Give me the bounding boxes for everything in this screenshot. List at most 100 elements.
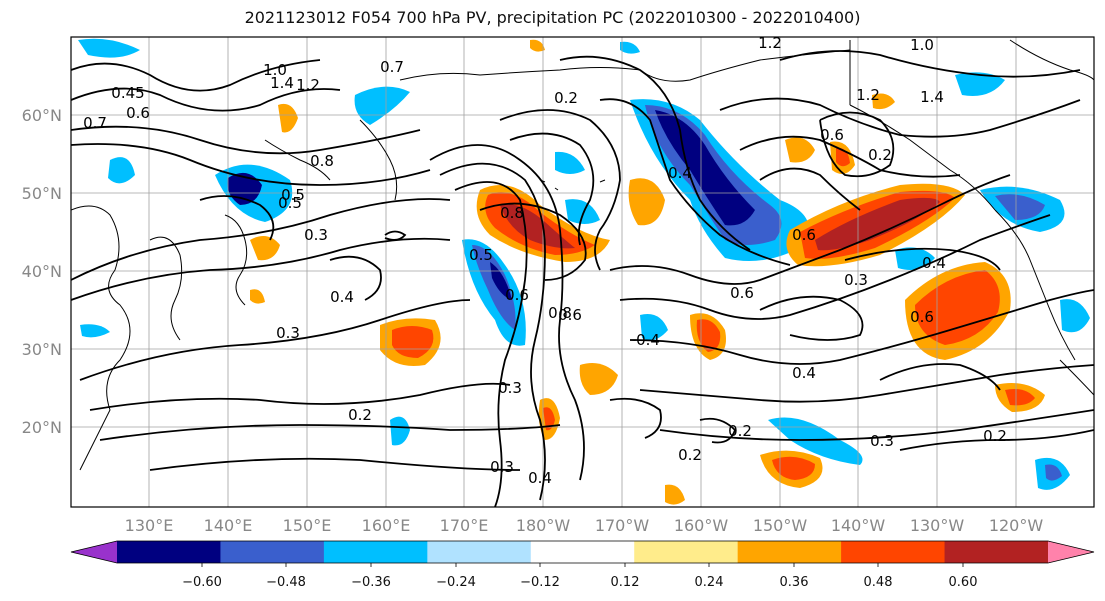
contour-label: 0.8: [548, 304, 572, 322]
neg-anomaly-patch: [640, 314, 668, 341]
lat-label: 30°N: [22, 340, 62, 359]
colorbar-tick-label: −0.24: [436, 575, 476, 590]
contour-label: 0.5: [469, 246, 493, 264]
contour-label: 1.4: [920, 88, 944, 106]
contour-label: 0.3: [490, 458, 514, 476]
contour-label: 0.5: [278, 194, 302, 212]
contour-label: 0.45: [111, 84, 144, 102]
contour-label: 0.3: [870, 432, 894, 450]
lat-label: 50°N: [22, 184, 62, 203]
contour-label: 0.6: [910, 308, 934, 326]
colorbar-tick-labels: −0.60 −0.48 −0.36 −0.24 −0.12 0.12 0.24 …: [182, 575, 977, 590]
colorbar-tick-label: −0.60: [182, 575, 222, 590]
contour-label: 0.6: [126, 104, 150, 122]
contour-label: 0.2: [868, 146, 892, 164]
contour-label: 0.3: [276, 324, 300, 342]
contour-label: 0.5: [281, 186, 305, 204]
contour-label: 0.6: [558, 306, 582, 324]
contour-label: 0.4: [792, 364, 816, 382]
pos-anomaly-patch: [278, 103, 298, 133]
neg-anomaly-patch: [620, 41, 640, 54]
precip-shading: [78, 38, 1090, 505]
lon-label: 180°W: [516, 516, 571, 535]
contour-label: 0.8: [310, 152, 334, 170]
contour-label-group: 1.2 1.01.2 1.41.0 0.71.21.40.450.60.70.20.8…: [83, 34, 1007, 487]
contour-label: 0.4: [922, 254, 946, 272]
pos-anomaly-patch: [772, 456, 815, 480]
map-title: 2021123012 F054 700 hPa PV, precipitatio…: [244, 8, 861, 27]
neg-anomaly-patch: [895, 247, 935, 271]
colorbar-tick-label: 0.60: [949, 575, 978, 590]
lon-label: 160°W: [674, 516, 729, 535]
pos-anomaly-patch: [785, 137, 815, 163]
contour-label: 1.0: [263, 61, 287, 79]
pos-anomaly-patch: [250, 236, 280, 261]
pos-anomaly-patch: [250, 289, 265, 304]
lon-label: 130°E: [125, 516, 174, 535]
pv-contours: [71, 50, 1094, 507]
neg-anomaly-patch: [490, 262, 512, 300]
contour-label: 0.3: [844, 271, 868, 289]
plot-frame: [70, 36, 1095, 508]
neg-anomaly-patch: [354, 86, 410, 125]
pos-anomaly-patch: [500, 204, 575, 249]
contour-label: 0.3: [498, 379, 522, 397]
contour-label: 0.2: [678, 446, 702, 464]
contour-label: 0.3: [304, 226, 328, 244]
lon-label: 120°W: [989, 516, 1044, 535]
pos-anomaly-patch: [392, 326, 434, 358]
contour-label: 1.2: [296, 76, 320, 94]
neg-anomaly-patch: [768, 417, 863, 465]
neg-anomaly-patch: [1060, 299, 1090, 333]
lon-label: 130°W: [910, 516, 965, 535]
contour-label: 0.2: [728, 422, 752, 440]
contour-label: 1.2: [856, 86, 880, 104]
colorbar-tick-label: 0.48: [864, 575, 893, 590]
coastlines: [71, 39, 1094, 471]
lat-label: 40°N: [22, 262, 62, 281]
contour-label: 0.2: [983, 427, 1007, 445]
neg-anomaly-patch: [955, 72, 1005, 96]
lon-label: 170°E: [440, 516, 489, 535]
pos-anomaly-patch: [1005, 389, 1035, 406]
pos-anomaly-patch: [696, 319, 721, 352]
contour-label: 0.6: [730, 284, 754, 302]
pos-anomaly-patch: [915, 270, 1000, 345]
contour-label: 0.2: [554, 89, 578, 107]
neg-anomaly-patch: [995, 194, 1045, 220]
contour-label: 0.8: [500, 204, 524, 222]
colorbar-swatch: [117, 541, 221, 563]
contour-label: 0.2: [348, 406, 372, 424]
colorbar-tick-label: −0.36: [351, 575, 391, 590]
colorbar-tick-label: −0.12: [520, 575, 560, 590]
pos-anomaly-patch: [628, 178, 665, 226]
colorbar-swatch: [737, 541, 842, 563]
lat-label: 60°N: [22, 106, 62, 125]
lon-label: 170°W: [595, 516, 650, 535]
lon-label: 160°E: [362, 516, 411, 535]
colorbar-swatch: [841, 541, 946, 563]
neg-anomaly-patch: [390, 416, 410, 446]
colorbar-tick-label: 0.12: [611, 575, 640, 590]
colorbar-extend-max: [1048, 541, 1094, 563]
pos-anomaly-patch: [530, 39, 545, 52]
neg-anomaly-patch: [78, 38, 140, 58]
colorbar-tick-label: −0.48: [266, 575, 306, 590]
lon-label: 140°E: [204, 516, 253, 535]
contour-label: 0.4: [668, 164, 692, 182]
colorbar-tick-label: 0.24: [695, 575, 724, 590]
neg-anomaly-patch: [108, 157, 135, 184]
pos-anomaly-patch: [872, 93, 895, 110]
neg-anomaly-patch: [1045, 464, 1062, 481]
contour-label: 1.0: [910, 36, 934, 54]
contour-label: 1.2: [758, 34, 782, 52]
colorbar-swatch: [634, 541, 739, 563]
neg-anomaly-patch: [555, 151, 585, 174]
lat-label: 20°N: [22, 418, 62, 437]
colorbar-tick-label: 0.36: [780, 575, 809, 590]
neg-anomaly-patch: [472, 245, 516, 330]
contour-label: 0.7: [83, 114, 107, 132]
colorbar: [70, 540, 1095, 567]
contour-label: 0.7: [380, 58, 404, 76]
lon-label: 150°E: [283, 516, 332, 535]
